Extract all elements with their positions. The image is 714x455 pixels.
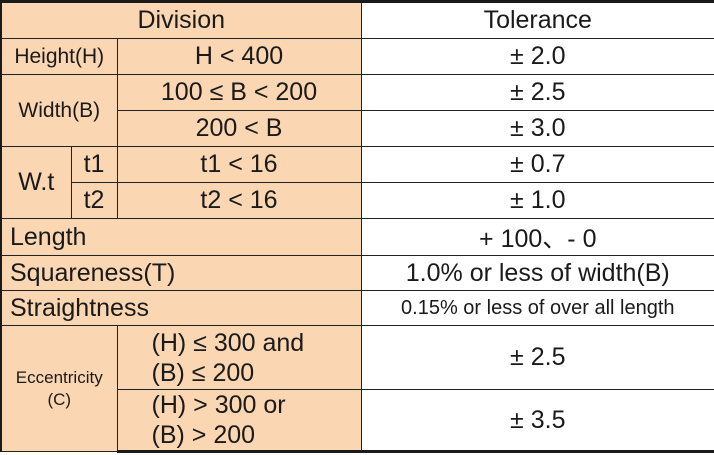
eccentricity-label-line2: (C): [47, 389, 72, 409]
wt-sub-label: t1: [70, 146, 118, 183]
table-row: Length + 100、- 0: [0, 218, 714, 256]
wt-sub-label: t2: [70, 182, 118, 219]
table-row: t2 t2 < 16 ± 1.0: [1, 182, 714, 219]
eccentricity-label-line1: Eccentricity: [15, 367, 103, 387]
squareness-label: Squareness(T): [0, 255, 362, 291]
height-tolerance: ± 2.0: [360, 38, 714, 75]
eccentricity-condition-line: (B) ≤ 200: [151, 358, 255, 387]
wt-label: W.t: [0, 146, 72, 219]
tolerance-header: Tolerance: [360, 0, 714, 39]
eccentricity-condition-line: (B) > 200: [151, 421, 256, 449]
header-row: Division Tolerance: [0, 0, 714, 39]
height-condition: H < 400: [116, 38, 362, 75]
table-row: Height(H) H < 400 ± 2.0: [0, 38, 714, 75]
table-row: Eccentricity (C) (H) ≤ 300 and (B) ≤ 200…: [0, 325, 714, 452]
straightness-tolerance: 0.15% or less of over all length: [360, 290, 714, 326]
width-condition: 200 < B: [116, 110, 362, 147]
table-row: W.t t1 t1 < 16 ± 0.7: [0, 146, 714, 219]
length-tolerance: + 100、- 0: [360, 218, 714, 256]
wt-condition: t1 < 16: [116, 146, 362, 183]
eccentricity-tolerance: ± 2.5: [360, 325, 714, 390]
division-header: Division: [0, 0, 362, 39]
width-tolerance: ± 3.0: [360, 110, 714, 147]
eccentricity-label: Eccentricity (C): [0, 325, 118, 452]
table-row: Straightness 0.15% or less of over all l…: [0, 290, 714, 326]
eccentricity-condition: (H) ≤ 300 and (B) ≤ 200: [116, 325, 362, 390]
table-row: 200 < B ± 3.0: [1, 110, 714, 147]
height-label: Height(H): [0, 38, 118, 75]
table-row: Squareness(T) 1.0% or less of width(B): [0, 255, 714, 291]
width-condition: 100 ≤ B < 200: [116, 74, 362, 111]
eccentricity-condition-line: (H) > 300 or: [151, 391, 286, 419]
wt-tolerance: ± 0.7: [360, 146, 714, 183]
eccentricity-condition-line: (H) ≤ 300 and: [151, 328, 305, 357]
table-row: (H) > 300 or (B) > 200 ± 3.5: [1, 389, 714, 453]
eccentricity-tolerance: ± 3.5: [360, 389, 714, 453]
table-row: Width(B) 100 ≤ B < 200 ± 2.5: [0, 74, 714, 147]
length-label: Length: [0, 218, 362, 256]
wt-tolerance: ± 1.0: [360, 182, 714, 219]
width-label: Width(B): [0, 74, 118, 147]
wt-condition: t2 < 16: [116, 182, 362, 219]
squareness-tolerance: 1.0% or less of width(B): [360, 255, 714, 291]
straightness-label: Straightness: [0, 290, 362, 326]
width-tolerance: ± 2.5: [360, 74, 714, 111]
eccentricity-condition: (H) > 300 or (B) > 200: [116, 389, 362, 453]
